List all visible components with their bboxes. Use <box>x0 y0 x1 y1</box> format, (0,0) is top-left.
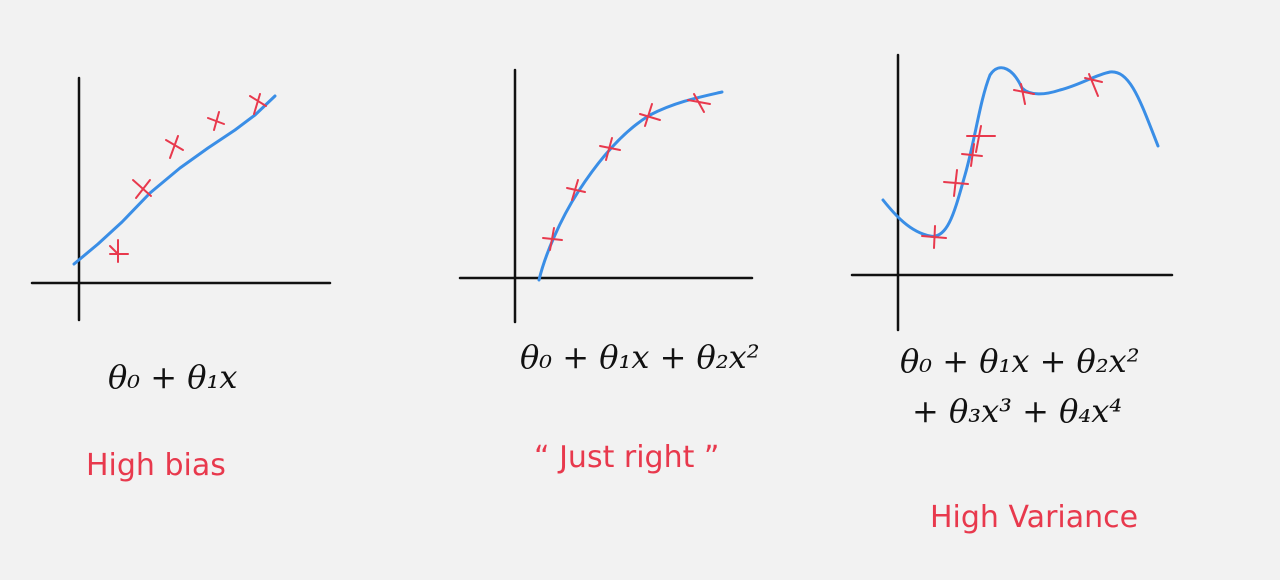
label-just-right: “ Just right ” <box>534 440 720 475</box>
panel-just-right <box>458 68 754 324</box>
data-point-markers <box>921 73 1103 249</box>
data-point-marker <box>966 125 996 153</box>
data-point-marker <box>132 179 152 199</box>
fit-curve <box>881 66 1160 238</box>
data-point-marker <box>207 111 225 131</box>
data-point-marker <box>599 137 621 161</box>
formula-high-bias: θ₀ + θ₁x <box>108 358 238 396</box>
data-point-markers <box>109 93 267 263</box>
data-point-marker <box>109 239 129 263</box>
data-point-marker <box>1084 73 1103 97</box>
fit-curve <box>537 90 724 282</box>
data-point-marker <box>639 103 661 127</box>
label-high-bias: High bias <box>86 448 226 483</box>
data-point-marker <box>165 135 184 159</box>
data-point-marker <box>921 225 947 249</box>
fit-curve <box>72 94 277 266</box>
data-point-marker <box>1013 83 1035 105</box>
panel-high-variance <box>850 53 1174 332</box>
data-point-markers <box>542 93 711 251</box>
label-high-variance: High Variance <box>930 500 1139 535</box>
data-point-marker <box>542 227 563 251</box>
data-point-marker <box>566 179 586 201</box>
data-point-marker <box>961 143 983 167</box>
panel-high-bias <box>30 76 332 322</box>
data-point-marker <box>687 93 711 113</box>
formula-just-right: θ₀ + θ₁x + θ₂x² <box>520 338 760 376</box>
data-point-marker <box>943 169 969 197</box>
data-point-marker <box>249 93 267 115</box>
formula-high-variance-line2: + θ₃x³ + θ₄x⁴ <box>912 392 1123 430</box>
formula-high-variance-line1: θ₀ + θ₁x + θ₂x² <box>900 342 1140 380</box>
